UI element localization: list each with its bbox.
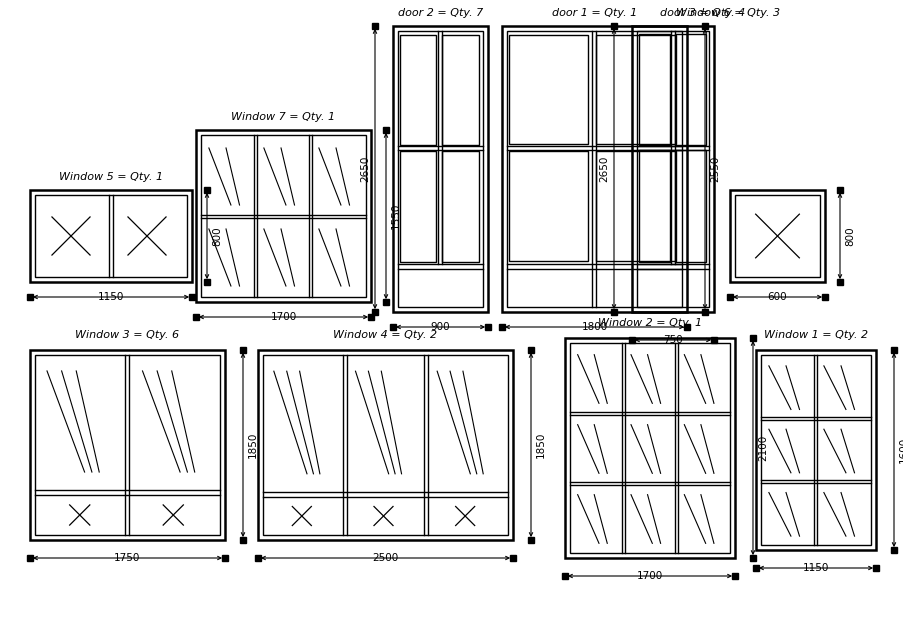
Bar xyxy=(501,26,686,312)
Text: 1750: 1750 xyxy=(114,553,141,563)
Text: 750: 750 xyxy=(663,335,682,345)
Bar xyxy=(35,195,187,277)
Text: Window 5 = Qty. 1: Window 5 = Qty. 1 xyxy=(59,172,163,182)
Bar xyxy=(508,35,588,145)
Text: 800: 800 xyxy=(212,226,222,246)
Text: Window 6 = Qty. 3: Window 6 = Qty. 3 xyxy=(675,8,779,18)
Bar xyxy=(399,35,436,145)
Bar xyxy=(442,35,479,145)
Text: Window 3 = Qty. 6: Window 3 = Qty. 6 xyxy=(75,330,180,340)
Text: door 2 = Qty. 7: door 2 = Qty. 7 xyxy=(397,8,482,18)
Text: 2500: 2500 xyxy=(372,553,398,563)
Bar xyxy=(257,350,512,540)
Bar xyxy=(730,190,824,282)
Text: 2550: 2550 xyxy=(709,156,719,182)
Bar xyxy=(564,338,734,558)
Bar xyxy=(507,31,681,307)
Text: 1850: 1850 xyxy=(247,432,257,458)
Bar xyxy=(675,34,705,145)
Bar xyxy=(638,150,669,262)
Bar xyxy=(675,150,705,262)
Bar xyxy=(30,190,191,282)
Text: Window 1 = Qty. 2: Window 1 = Qty. 2 xyxy=(763,330,867,340)
Bar xyxy=(508,152,588,261)
Bar xyxy=(393,26,488,312)
Bar xyxy=(399,152,436,262)
Bar xyxy=(596,152,675,261)
Text: 1700: 1700 xyxy=(270,312,296,322)
Text: Window 2 = Qty. 1: Window 2 = Qty. 1 xyxy=(597,318,702,328)
Bar xyxy=(734,195,819,277)
Text: 1150: 1150 xyxy=(98,292,124,302)
Text: 1150: 1150 xyxy=(802,563,828,573)
Text: 2650: 2650 xyxy=(359,156,369,182)
Text: 1700: 1700 xyxy=(637,571,663,581)
Bar xyxy=(442,152,479,262)
Bar xyxy=(35,355,219,535)
Text: 2100: 2100 xyxy=(757,435,768,461)
Text: 2650: 2650 xyxy=(599,156,609,182)
Text: 800: 800 xyxy=(844,226,854,246)
Text: Window 4 = Qty. 2: Window 4 = Qty. 2 xyxy=(333,330,437,340)
Bar xyxy=(30,350,225,540)
Text: door 1 = Qty. 1: door 1 = Qty. 1 xyxy=(551,8,637,18)
Text: 600: 600 xyxy=(767,292,787,302)
Text: door 3 = Qty. 4: door 3 = Qty. 4 xyxy=(660,8,745,18)
Text: 1550: 1550 xyxy=(391,203,401,229)
Bar xyxy=(760,355,870,545)
Bar xyxy=(755,350,875,550)
Bar xyxy=(596,35,675,145)
Bar xyxy=(631,26,713,312)
Bar xyxy=(397,31,482,307)
Text: Window 7 = Qty. 1: Window 7 = Qty. 1 xyxy=(231,112,335,122)
Bar xyxy=(638,34,669,145)
Text: 1600: 1600 xyxy=(898,437,903,463)
Text: 1800: 1800 xyxy=(581,322,607,332)
Text: 900: 900 xyxy=(430,322,450,332)
Bar xyxy=(263,355,507,535)
Bar xyxy=(200,135,366,297)
Bar xyxy=(637,31,708,307)
Bar xyxy=(196,130,370,302)
Text: 1850: 1850 xyxy=(535,432,545,458)
Bar xyxy=(570,343,730,553)
